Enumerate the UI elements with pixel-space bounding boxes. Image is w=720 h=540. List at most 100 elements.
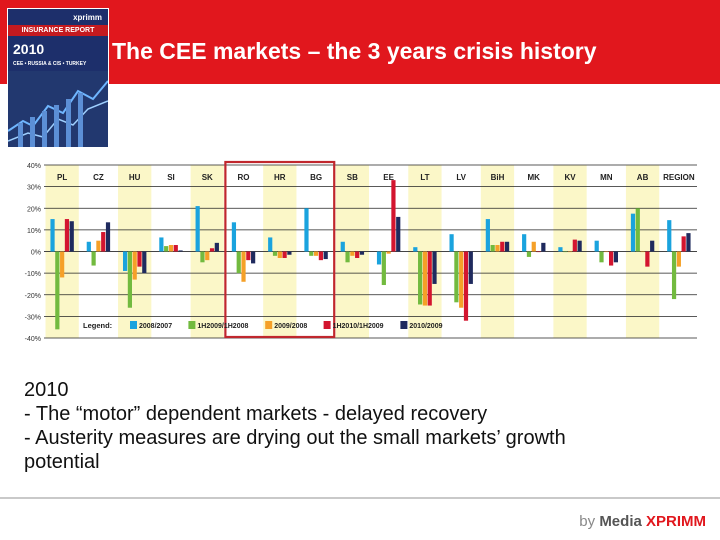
bar-bih-series-5 bbox=[504, 241, 510, 252]
y-tick-label: 10% bbox=[27, 228, 41, 235]
y-tick-label: 20% bbox=[27, 206, 41, 213]
bar-bih-series-4 bbox=[500, 241, 505, 252]
category-label-sb: SB bbox=[347, 173, 358, 182]
bar-bg-series-3 bbox=[313, 251, 319, 256]
bar-kv-series-3 bbox=[567, 251, 573, 253]
legend-label-series-4: 1H2010/1H2009 bbox=[333, 323, 384, 330]
report-cover-image: xprimm INSURANCE REPORT 2010 CEE • RUSSI… bbox=[7, 8, 109, 148]
bar-sb-series-2 bbox=[345, 251, 350, 263]
legend-swatch-series-5 bbox=[400, 321, 408, 329]
legend-label-series-1: 2008/2007 bbox=[139, 323, 172, 330]
page-title: The CEE markets – the 3 years crisis his… bbox=[112, 38, 597, 64]
bar-lt-series-1 bbox=[413, 247, 418, 252]
bar-hr-series-1 bbox=[268, 237, 273, 252]
category-label-mn: MN bbox=[600, 173, 613, 182]
footer-divider bbox=[0, 497, 720, 499]
bar-si-series-5 bbox=[178, 250, 183, 252]
bar-cz-series-3 bbox=[96, 240, 101, 252]
bar-lv-series-5 bbox=[468, 251, 473, 284]
bar-bg-series-4 bbox=[318, 251, 323, 261]
category-label-si: SI bbox=[167, 173, 175, 182]
bar-sk-series-5 bbox=[214, 242, 219, 252]
bar-lv-series-3 bbox=[459, 251, 464, 308]
bar-ee-series-4 bbox=[391, 180, 396, 252]
category-label-bih: BiH bbox=[491, 173, 505, 182]
y-tick-label: 30% bbox=[27, 185, 41, 192]
y-tick-label: -20% bbox=[25, 293, 41, 300]
bar-mk-series-1 bbox=[522, 234, 527, 252]
bar-sk-series-1 bbox=[195, 206, 200, 252]
legend-swatch-series-3 bbox=[265, 321, 273, 329]
bar-hu-series-2 bbox=[127, 251, 132, 308]
bar-cz-series-5 bbox=[105, 222, 111, 252]
growth-bar-chart: 40% 30% 20% 10% 0% -10% -20% -30% -40% PL CZ HU SI SK… bbox=[25, 160, 697, 343]
bar-bih-series-1 bbox=[485, 219, 490, 252]
bar-cz-series-2 bbox=[91, 251, 96, 266]
bar-hu-series-5 bbox=[142, 251, 147, 274]
bar-pl-series-3 bbox=[60, 251, 65, 278]
bar-sb-series-5 bbox=[359, 251, 365, 255]
bar-ro-series-5 bbox=[251, 251, 256, 264]
legend-label-series-2: 1H2009/1H2008 bbox=[197, 323, 248, 330]
bar-kv-series-2 bbox=[563, 251, 568, 253]
y-tick-label: 0% bbox=[31, 250, 41, 257]
bar-lv-series-4 bbox=[463, 251, 469, 321]
category-label-lv: LV bbox=[456, 173, 466, 182]
bar-hu-series-4 bbox=[137, 251, 142, 267]
bar-bih-series-2 bbox=[490, 245, 495, 252]
highlight-box bbox=[224, 160, 336, 339]
category-label-kv: KV bbox=[564, 173, 576, 182]
legend-swatch-series-4 bbox=[323, 321, 331, 329]
bar-mn-series-2 bbox=[599, 251, 604, 263]
bar-mk-series-5 bbox=[541, 242, 546, 252]
category-label-bg: BG bbox=[310, 173, 322, 182]
bar-lt-series-5 bbox=[432, 251, 437, 284]
footer-media: Media bbox=[599, 513, 642, 530]
bar-si-series-3 bbox=[168, 245, 174, 252]
bar-mk-series-3 bbox=[531, 241, 536, 252]
legend-title: Legend: bbox=[83, 321, 112, 330]
body-line-potential: potential bbox=[24, 451, 100, 473]
legend-label-series-3: 2009/2008 bbox=[274, 323, 307, 330]
legend-swatch-series-1 bbox=[130, 321, 137, 329]
y-tick-label: 40% bbox=[27, 163, 41, 170]
bar-ab-series-1 bbox=[630, 213, 636, 252]
bar-region-series-3 bbox=[676, 251, 681, 267]
bar-hr-series-5 bbox=[287, 251, 292, 255]
body-line-motor-markets: - The “motor” dependent markets - delaye… bbox=[24, 403, 488, 425]
bar-sk-series-3 bbox=[205, 251, 210, 261]
bar-pl-series-1 bbox=[50, 219, 55, 252]
category-label-ro: RO bbox=[238, 173, 250, 182]
legend-swatch-series-2 bbox=[188, 321, 196, 329]
bar-bg-series-5 bbox=[323, 251, 328, 260]
bar-region-series-5 bbox=[686, 233, 691, 252]
slide-body-text: 2010 - The “motor” dependent markets - d… bbox=[24, 378, 704, 474]
bar-ee-series-2 bbox=[381, 251, 386, 286]
category-label-mk: MK bbox=[528, 173, 541, 182]
category-label-region: REGION bbox=[663, 173, 695, 182]
bar-pl-series-2 bbox=[55, 251, 60, 330]
bar-ro-series-4 bbox=[246, 251, 251, 261]
bar-hr-series-3 bbox=[277, 251, 282, 258]
bar-bg-series-1 bbox=[304, 208, 309, 252]
bar-ee-series-5 bbox=[396, 216, 401, 252]
y-tick-label: -30% bbox=[25, 314, 41, 321]
bar-si-series-2 bbox=[164, 246, 169, 252]
bar-hu-series-3 bbox=[132, 251, 137, 280]
bar-kv-series-1 bbox=[558, 247, 563, 252]
bar-ab-series-4 bbox=[645, 251, 650, 267]
bar-ee-series-3 bbox=[386, 251, 391, 254]
bar-ro-series-2 bbox=[236, 251, 241, 274]
category-label-cz: CZ bbox=[93, 173, 104, 182]
category-label-ee: EE bbox=[383, 173, 394, 182]
category-label-hu: HU bbox=[129, 173, 141, 182]
cover-title: INSURANCE REPORT bbox=[8, 25, 108, 36]
bar-mk-series-2 bbox=[526, 251, 532, 257]
bar-kv-series-4 bbox=[572, 239, 577, 252]
cover-subtitle: CEE • RUSSIA & CIS • TURKEY bbox=[13, 61, 87, 67]
y-tick-label: -40% bbox=[25, 336, 41, 343]
title-bar bbox=[0, 0, 720, 84]
bar-sb-series-1 bbox=[340, 241, 345, 252]
bar-lt-series-2 bbox=[418, 251, 423, 305]
body-line-austerity: - Austerity measures are drying out the … bbox=[24, 427, 566, 449]
